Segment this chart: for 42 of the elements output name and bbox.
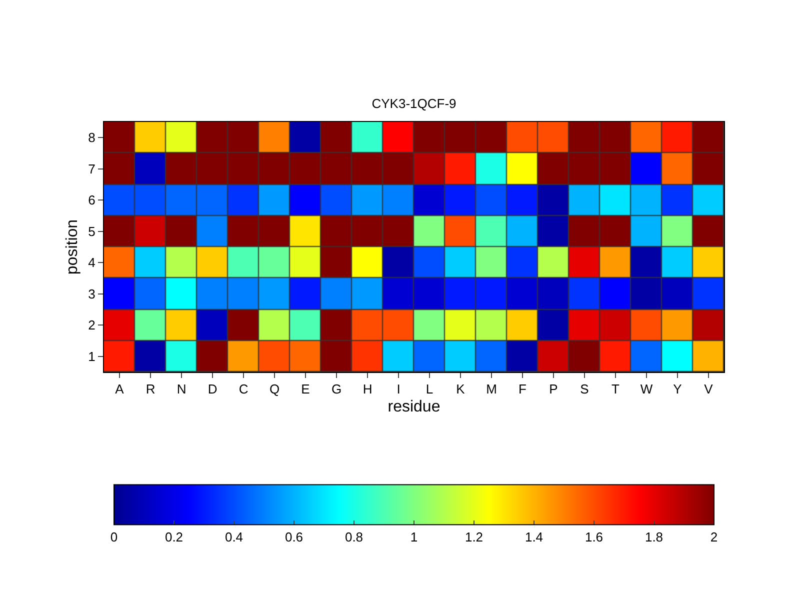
x-tick-label: I (396, 382, 400, 397)
x-tick-label: T (612, 382, 620, 397)
color-bar-label: 1.2 (464, 529, 484, 544)
x-tick-label: P (549, 382, 558, 397)
x-tick-label: F (518, 382, 527, 397)
x-tick-label: W (640, 382, 654, 397)
x-tick-label: G (331, 382, 342, 397)
y-tick-label: 3 (88, 286, 96, 302)
color-bar-label: 0.8 (344, 529, 364, 544)
x-tick-label: Y (673, 382, 682, 397)
color-bar-label: 2 (710, 529, 718, 544)
x-tick-label: Q (269, 382, 280, 397)
x-tick-label: D (208, 382, 218, 397)
x-axis-title: residue (388, 398, 440, 416)
y-tick-label: 7 (88, 161, 96, 176)
x-tick-label: R (146, 382, 156, 397)
x-tick-label: S (580, 382, 590, 397)
x-tick-label: C (238, 382, 248, 397)
y-axis-title: position (64, 219, 82, 275)
x-tick-label: H (362, 382, 372, 397)
y-tick-label: 5 (88, 224, 96, 239)
y-tick-label: 1 (88, 348, 96, 364)
y-tick-label: 4 (88, 255, 96, 270)
x-tick-label: V (704, 382, 714, 397)
color-bar-label: 0.2 (164, 529, 184, 544)
x-tick-label: K (456, 382, 466, 397)
color-bar-label: 0 (110, 529, 118, 544)
x-tick-label: E (301, 382, 310, 397)
y-tick-label: 2 (88, 318, 96, 333)
chart-title: CYK3-1QCF-9 (372, 96, 456, 111)
x-tick-label: A (115, 382, 124, 397)
color-bar-label: 1.8 (644, 529, 664, 544)
color-bar-label: 0.6 (284, 529, 304, 544)
color-bar-label: 1.4 (524, 529, 544, 544)
color-bar-label: 1.6 (584, 529, 604, 544)
y-tick-label: 6 (88, 192, 96, 208)
x-tick-label: N (176, 382, 186, 397)
color-bar-label: 0.4 (224, 529, 244, 544)
x-tick-label: M (486, 382, 497, 397)
color-bar-label: 1 (410, 529, 418, 544)
x-tick-label: L (426, 382, 434, 397)
y-tick-label: 8 (88, 130, 96, 146)
